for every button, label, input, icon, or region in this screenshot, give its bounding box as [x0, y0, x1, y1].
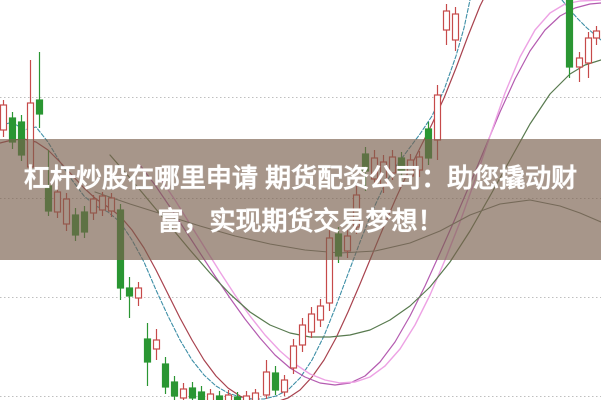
candle-down: [170, 376, 179, 400]
candle-body: [442, 10, 451, 31]
candle-body: [280, 379, 289, 393]
candle-up: [224, 390, 233, 400]
candle-up: [584, 32, 593, 78]
candle-body: [0, 104, 8, 131]
candle-body: [262, 371, 271, 396]
candle-body: [215, 395, 224, 400]
candle-body: [224, 394, 233, 400]
candle-down: [271, 366, 280, 395]
candle-up: [442, 4, 451, 45]
candle-body: [289, 345, 298, 369]
candle-up: [592, 26, 601, 45]
candle-down: [188, 382, 197, 400]
candle-body: [433, 94, 442, 141]
candle-body: [179, 388, 188, 399]
candle-up: [206, 389, 215, 400]
candle-up: [262, 360, 271, 399]
candle-up: [251, 389, 260, 400]
candle-body: [206, 393, 215, 400]
candle-body: [592, 30, 601, 39]
candle-up: [242, 391, 251, 400]
candle-body: [197, 391, 206, 400]
candle-up: [451, 7, 460, 51]
candle-up: [152, 329, 161, 360]
candle-up: [307, 307, 316, 338]
candle-body: [170, 381, 179, 397]
candle-body: [307, 313, 316, 333]
candle-body: [143, 338, 152, 363]
candle-body: [584, 37, 593, 64]
candle-up: [289, 339, 298, 374]
candle-body: [271, 372, 280, 391]
candle-body: [35, 99, 44, 115]
candle-body: [233, 396, 242, 400]
candle-down: [35, 52, 44, 128]
candle-down: [125, 277, 134, 318]
candle-down: [143, 323, 152, 386]
candle-body: [451, 13, 460, 41]
candle-up: [134, 282, 143, 306]
candle-body: [316, 305, 325, 321]
ma-pink: [159, 0, 601, 384]
candle-up: [575, 52, 584, 82]
candle-down: [565, 0, 574, 78]
candle-down: [197, 386, 206, 400]
promo-text-line2: 富，实现期货交易梦想！: [157, 205, 444, 236]
candle-body: [575, 57, 584, 68]
candle-up: [316, 299, 325, 327]
candle-body: [161, 363, 170, 388]
candle-body: [251, 392, 260, 400]
candle-up: [298, 318, 307, 352]
candle-up: [179, 383, 188, 400]
candle-body: [188, 387, 197, 399]
candle-body: [152, 339, 161, 350]
candle-body: [134, 287, 143, 299]
candle-down: [215, 391, 224, 400]
candle-body: [565, 0, 574, 68]
promo-text-line1: 杠杆炒股在哪里申请 期货配资公司：助您撬动财: [23, 162, 578, 193]
candle-body: [242, 395, 251, 400]
candle-up: [0, 100, 8, 137]
candle-down: [161, 357, 170, 394]
ma-orchid: [139, 2, 601, 386]
candle-body: [298, 324, 307, 346]
promo-overlay-banner: 杠杆炒股在哪里申请 期货配资公司：助您撬动财 富，实现期货交易梦想！: [0, 139, 601, 260]
candle-up: [280, 375, 289, 396]
candle-body: [125, 287, 134, 297]
